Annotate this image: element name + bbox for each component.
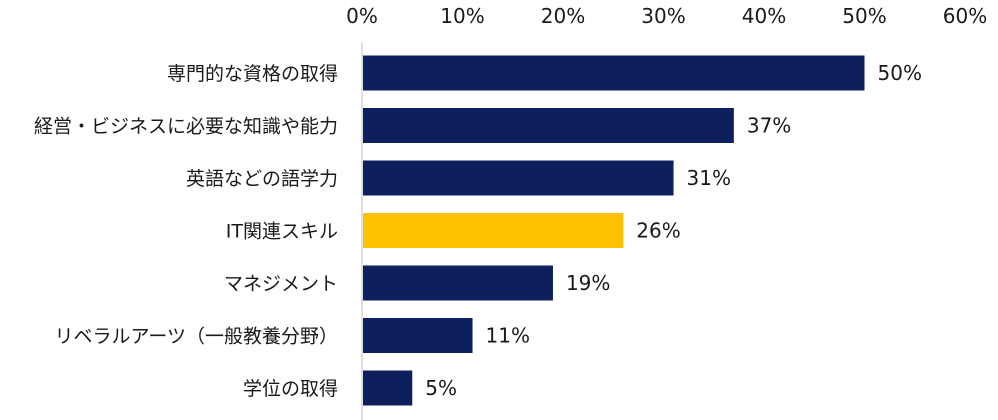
bar (363, 370, 413, 406)
data-label: 11% (486, 324, 530, 348)
bar (363, 213, 624, 248)
x-axis-ticks: 0% 10% 20% 30% 40% 50% 60% (346, 4, 987, 28)
data-label: 37% (747, 114, 791, 138)
x-tick-label: 50% (842, 4, 886, 28)
category-label: リベラルアーツ（一般教養分野） (55, 326, 338, 348)
data-label: 50% (878, 61, 922, 85)
x-tick-label: 40% (742, 4, 786, 28)
data-label: 5% (425, 376, 457, 400)
x-tick-label: 30% (641, 4, 685, 28)
bar (363, 160, 674, 196)
value-labels: 50% 37% 31% 26% 19% 11% 5% (425, 61, 922, 400)
data-label: 26% (636, 219, 680, 243)
bars (363, 55, 865, 406)
bar (363, 55, 865, 91)
x-tick-label: 0% (346, 4, 378, 28)
category-label: マネジメント (224, 273, 338, 295)
x-tick-label: 10% (440, 4, 484, 28)
bar (363, 265, 553, 301)
x-tick-label: 60% (943, 4, 987, 28)
category-label: IT関連スキル (226, 221, 338, 243)
data-label: 19% (566, 271, 610, 295)
category-label: 専門的な資格の取得 (167, 63, 338, 85)
category-label: 英語などの語学力 (186, 168, 338, 190)
bar (363, 318, 473, 353)
category-label: 経営・ビジネスに必要な知識や能力 (34, 116, 338, 138)
bar (363, 108, 734, 143)
category-label: 学位の取得 (243, 378, 338, 400)
x-tick-label: 20% (541, 4, 585, 28)
data-label: 31% (687, 166, 731, 190)
